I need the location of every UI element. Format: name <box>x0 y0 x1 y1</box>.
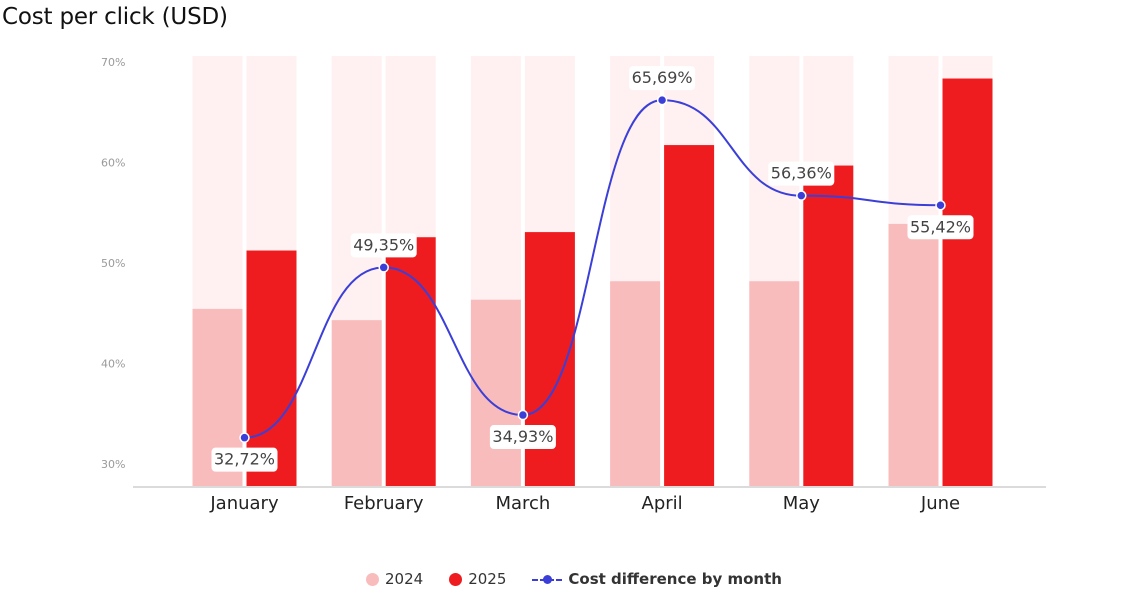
bar-2025 <box>803 165 854 487</box>
legend-swatch-2024 <box>366 572 380 586</box>
line-point <box>656 94 668 106</box>
legend-item-2025[interactable]: 2025 <box>449 570 506 588</box>
bar-2024 <box>888 223 939 486</box>
y-tick-label: 30% <box>101 458 125 471</box>
line-point <box>239 432 250 443</box>
x-category-label: April <box>642 493 683 514</box>
bar-2025 <box>385 237 436 486</box>
x-category-label: March <box>495 493 550 514</box>
y-tick-label: 50% <box>101 257 125 270</box>
line-point <box>378 262 389 273</box>
legend-swatch-2025 <box>449 572 463 586</box>
x-category-label: May <box>783 493 821 514</box>
legend-label-2024: 2024 <box>385 570 424 588</box>
data-label: 34,93% <box>492 427 553 446</box>
bar-2024 <box>749 281 800 486</box>
legend-swatch-line <box>532 573 563 586</box>
bar-2025 <box>942 78 993 487</box>
x-category-label: January <box>209 493 279 514</box>
data-label-box <box>629 66 696 91</box>
y-tick-label: 40% <box>101 358 125 371</box>
line-point <box>935 200 946 211</box>
line-point <box>517 409 529 421</box>
data-label: 32,72% <box>214 450 275 469</box>
data-label-box <box>489 425 556 450</box>
data-label: 55,42% <box>910 217 971 236</box>
bar-2025 <box>246 250 297 486</box>
y-tick-label: 70% <box>101 56 125 69</box>
data-label-box <box>350 233 417 258</box>
x-category-label: June <box>920 493 960 514</box>
data-label-box <box>211 447 278 472</box>
bar-2024 <box>610 281 661 486</box>
data-label: 65,69% <box>632 68 693 87</box>
legend: 2024 2025 Cost difference by month <box>0 570 1148 588</box>
line-point <box>796 190 807 201</box>
bar-2025 <box>664 145 715 487</box>
data-label-box <box>768 161 835 186</box>
bar-2024 <box>470 299 521 486</box>
legend-item-2024[interactable]: 2024 <box>366 570 423 588</box>
chart-title: Cost per click (USD) <box>2 4 228 30</box>
data-label: 56,36% <box>771 164 832 183</box>
data-label: 49,35% <box>353 235 414 254</box>
data-label-box <box>907 215 974 240</box>
legend-item-line[interactable]: Cost difference by month <box>532 570 782 588</box>
legend-label-2025: 2025 <box>468 570 507 588</box>
x-category-label: February <box>344 493 424 514</box>
chart-area: 30% 40% 50% 60% 70% January February March April… <box>101 56 1046 514</box>
bar-2024 <box>331 320 382 486</box>
y-tick-label: 60% <box>101 157 125 170</box>
legend-label-line: Cost difference by month <box>568 570 782 588</box>
